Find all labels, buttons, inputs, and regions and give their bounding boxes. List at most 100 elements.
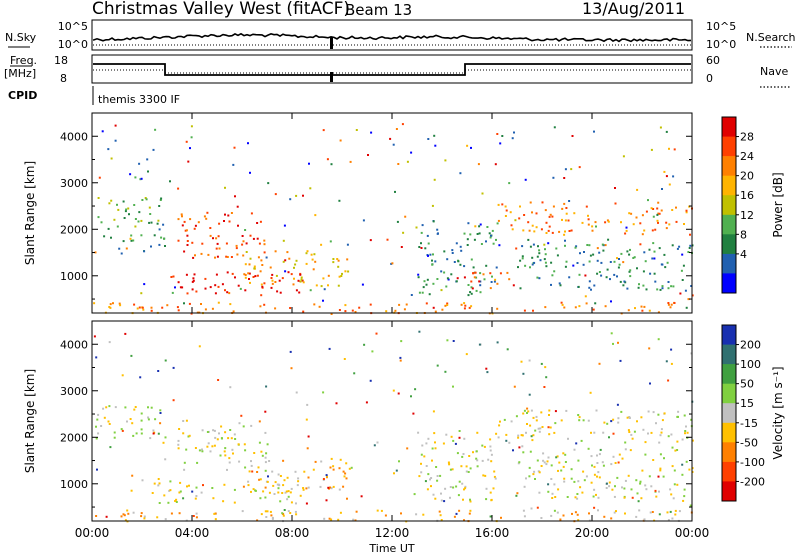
data-cell: [590, 455, 593, 458]
data-cell: [410, 395, 412, 398]
data-cell: [490, 281, 493, 283]
data-cell: [178, 491, 181, 494]
data-cell: [505, 439, 508, 442]
x-tick-label: 00:00: [75, 526, 110, 540]
data-cell: [245, 242, 248, 245]
data-cell: [685, 209, 688, 212]
data-cell: [306, 403, 309, 406]
data-cell: [345, 477, 348, 480]
data-cell: [598, 271, 601, 273]
data-cell: [600, 261, 603, 264]
data-cell: [496, 307, 499, 310]
data-cell: [560, 469, 563, 472]
data-cell: [282, 484, 285, 487]
data-cell: [589, 254, 592, 257]
data-cell: [283, 479, 286, 482]
data-cell: [601, 461, 604, 464]
data-cell: [314, 460, 317, 463]
data-cell: [642, 270, 645, 273]
data-cell: [471, 287, 474, 290]
data-cell: [152, 432, 155, 435]
data-cell: [355, 129, 358, 131]
data-cell: [682, 264, 685, 267]
data-cell: [399, 359, 402, 362]
data-cell: [244, 274, 247, 276]
data-cell: [651, 511, 654, 513]
data-cell: [421, 444, 424, 447]
colorbar-segment: [722, 422, 736, 443]
data-cell: [271, 517, 274, 520]
data-cell: [444, 304, 447, 307]
data-cell: [665, 221, 668, 224]
data-cell: [575, 442, 578, 445]
data-cell: [460, 249, 463, 252]
data-cell: [261, 264, 264, 266]
data-cell: [436, 228, 439, 231]
data-cell: [583, 479, 586, 482]
data-cell: [264, 456, 267, 459]
data-cell: [614, 202, 617, 205]
data-cell: [122, 200, 125, 203]
data-cell: [183, 250, 186, 253]
data-cell: [619, 280, 622, 283]
data-cell: [515, 247, 518, 250]
data-cell: [482, 273, 485, 276]
colorbar-segment: [722, 481, 736, 502]
data-cell: [338, 199, 341, 202]
data-cell: [491, 229, 494, 232]
data-cell: [476, 459, 479, 462]
data-cell: [535, 226, 538, 229]
data-cell: [177, 218, 180, 221]
data-cell: [491, 275, 493, 278]
data-cell: [657, 212, 660, 215]
data-cell: [630, 212, 633, 215]
data-cell: [657, 221, 659, 224]
data-cell: [149, 213, 152, 215]
data-cell: [584, 295, 587, 298]
data-cell: [461, 482, 464, 485]
data-cell: [422, 513, 425, 516]
data-cell: [595, 225, 597, 228]
data-cell: [300, 276, 303, 279]
data-cell: [218, 222, 221, 225]
data-cell: [289, 512, 292, 514]
data-cell: [421, 291, 424, 294]
data-cell: [186, 234, 189, 237]
data-cell: [332, 258, 335, 260]
data-cell: [118, 247, 121, 250]
data-cell: [618, 258, 620, 260]
data-cell: [124, 332, 127, 335]
data-cell: [233, 433, 236, 436]
cpid-label: CPID: [8, 89, 37, 102]
data-cell: [272, 484, 275, 487]
data-cell: [143, 515, 146, 518]
data-cell: [282, 239, 285, 242]
data-cell: [147, 418, 150, 421]
data-cell: [284, 491, 287, 494]
data-cell: [618, 453, 621, 456]
data-cell: [656, 213, 659, 216]
data-cell: [492, 487, 495, 490]
data-cell: [295, 194, 298, 197]
data-cell: [550, 283, 552, 286]
data-cell: [628, 431, 631, 433]
y-tick-label: 3000: [60, 177, 88, 190]
x-tick-label: 00:00: [675, 526, 710, 540]
data-cell: [158, 243, 161, 246]
data-cell: [612, 418, 615, 421]
data-cell: [181, 286, 184, 289]
data-cell: [490, 234, 492, 237]
data-cell: [200, 491, 203, 494]
data-cell: [167, 501, 170, 504]
data-cell: [505, 209, 508, 212]
data-cell: [526, 407, 529, 410]
colorbar-tick-label: 8: [740, 228, 747, 241]
data-cell: [640, 416, 643, 419]
data-cell: [337, 259, 340, 262]
data-cell: [527, 238, 530, 241]
data-cell: [599, 448, 602, 451]
data-cell: [395, 128, 398, 130]
data-cell: [177, 239, 180, 242]
data-cell: [189, 218, 192, 221]
data-cell: [667, 435, 670, 438]
